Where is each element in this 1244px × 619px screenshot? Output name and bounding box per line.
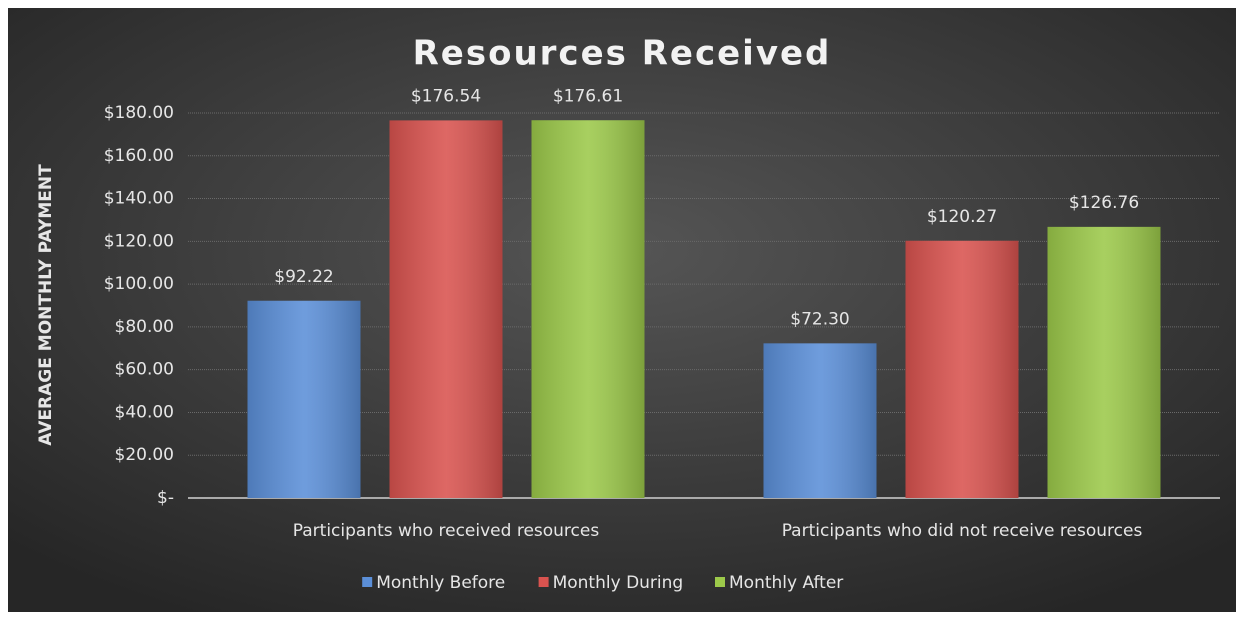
y-tick-label: $40.00 — [115, 402, 174, 422]
bar-shine — [905, 240, 1019, 498]
legend-swatch — [362, 577, 373, 587]
bar-shine — [247, 300, 361, 498]
y-tick-label: $20.00 — [115, 445, 174, 465]
value-label: $176.61 — [553, 86, 623, 106]
legend-label: Monthly During — [553, 573, 684, 593]
value-label: $176.54 — [411, 86, 481, 106]
legend-label: Monthly Before — [376, 573, 505, 593]
y-tick-label: $80.00 — [115, 317, 174, 337]
bar-shine — [389, 120, 503, 498]
value-label: $120.27 — [927, 207, 997, 227]
y-tick-label: $100.00 — [104, 274, 174, 294]
y-tick-label: $180.00 — [104, 103, 174, 123]
y-tick-label: $120.00 — [104, 231, 174, 251]
bar-shine — [531, 120, 645, 499]
y-tick-label: $- — [157, 488, 174, 508]
legend-swatch — [715, 577, 725, 587]
legend-swatch — [538, 577, 549, 587]
bar-shine — [763, 343, 877, 498]
chart-title: Resources Received — [413, 34, 832, 74]
x-tick-label: Participants who did not receive resourc… — [782, 521, 1143, 541]
value-label: $126.76 — [1069, 193, 1139, 213]
value-label: $92.22 — [274, 267, 333, 287]
x-tick-label: Participants who received resources — [293, 521, 600, 541]
y-axis-label: AVERAGE MONTHLY PAYMENT — [36, 164, 56, 446]
legend-label: Monthly After — [729, 573, 843, 593]
bar-shine — [1047, 226, 1161, 498]
y-tick-label: $60.00 — [115, 360, 174, 380]
y-tick-label: $160.00 — [104, 146, 174, 166]
value-label: $72.30 — [790, 309, 849, 329]
y-tick-label: $140.00 — [104, 189, 174, 209]
